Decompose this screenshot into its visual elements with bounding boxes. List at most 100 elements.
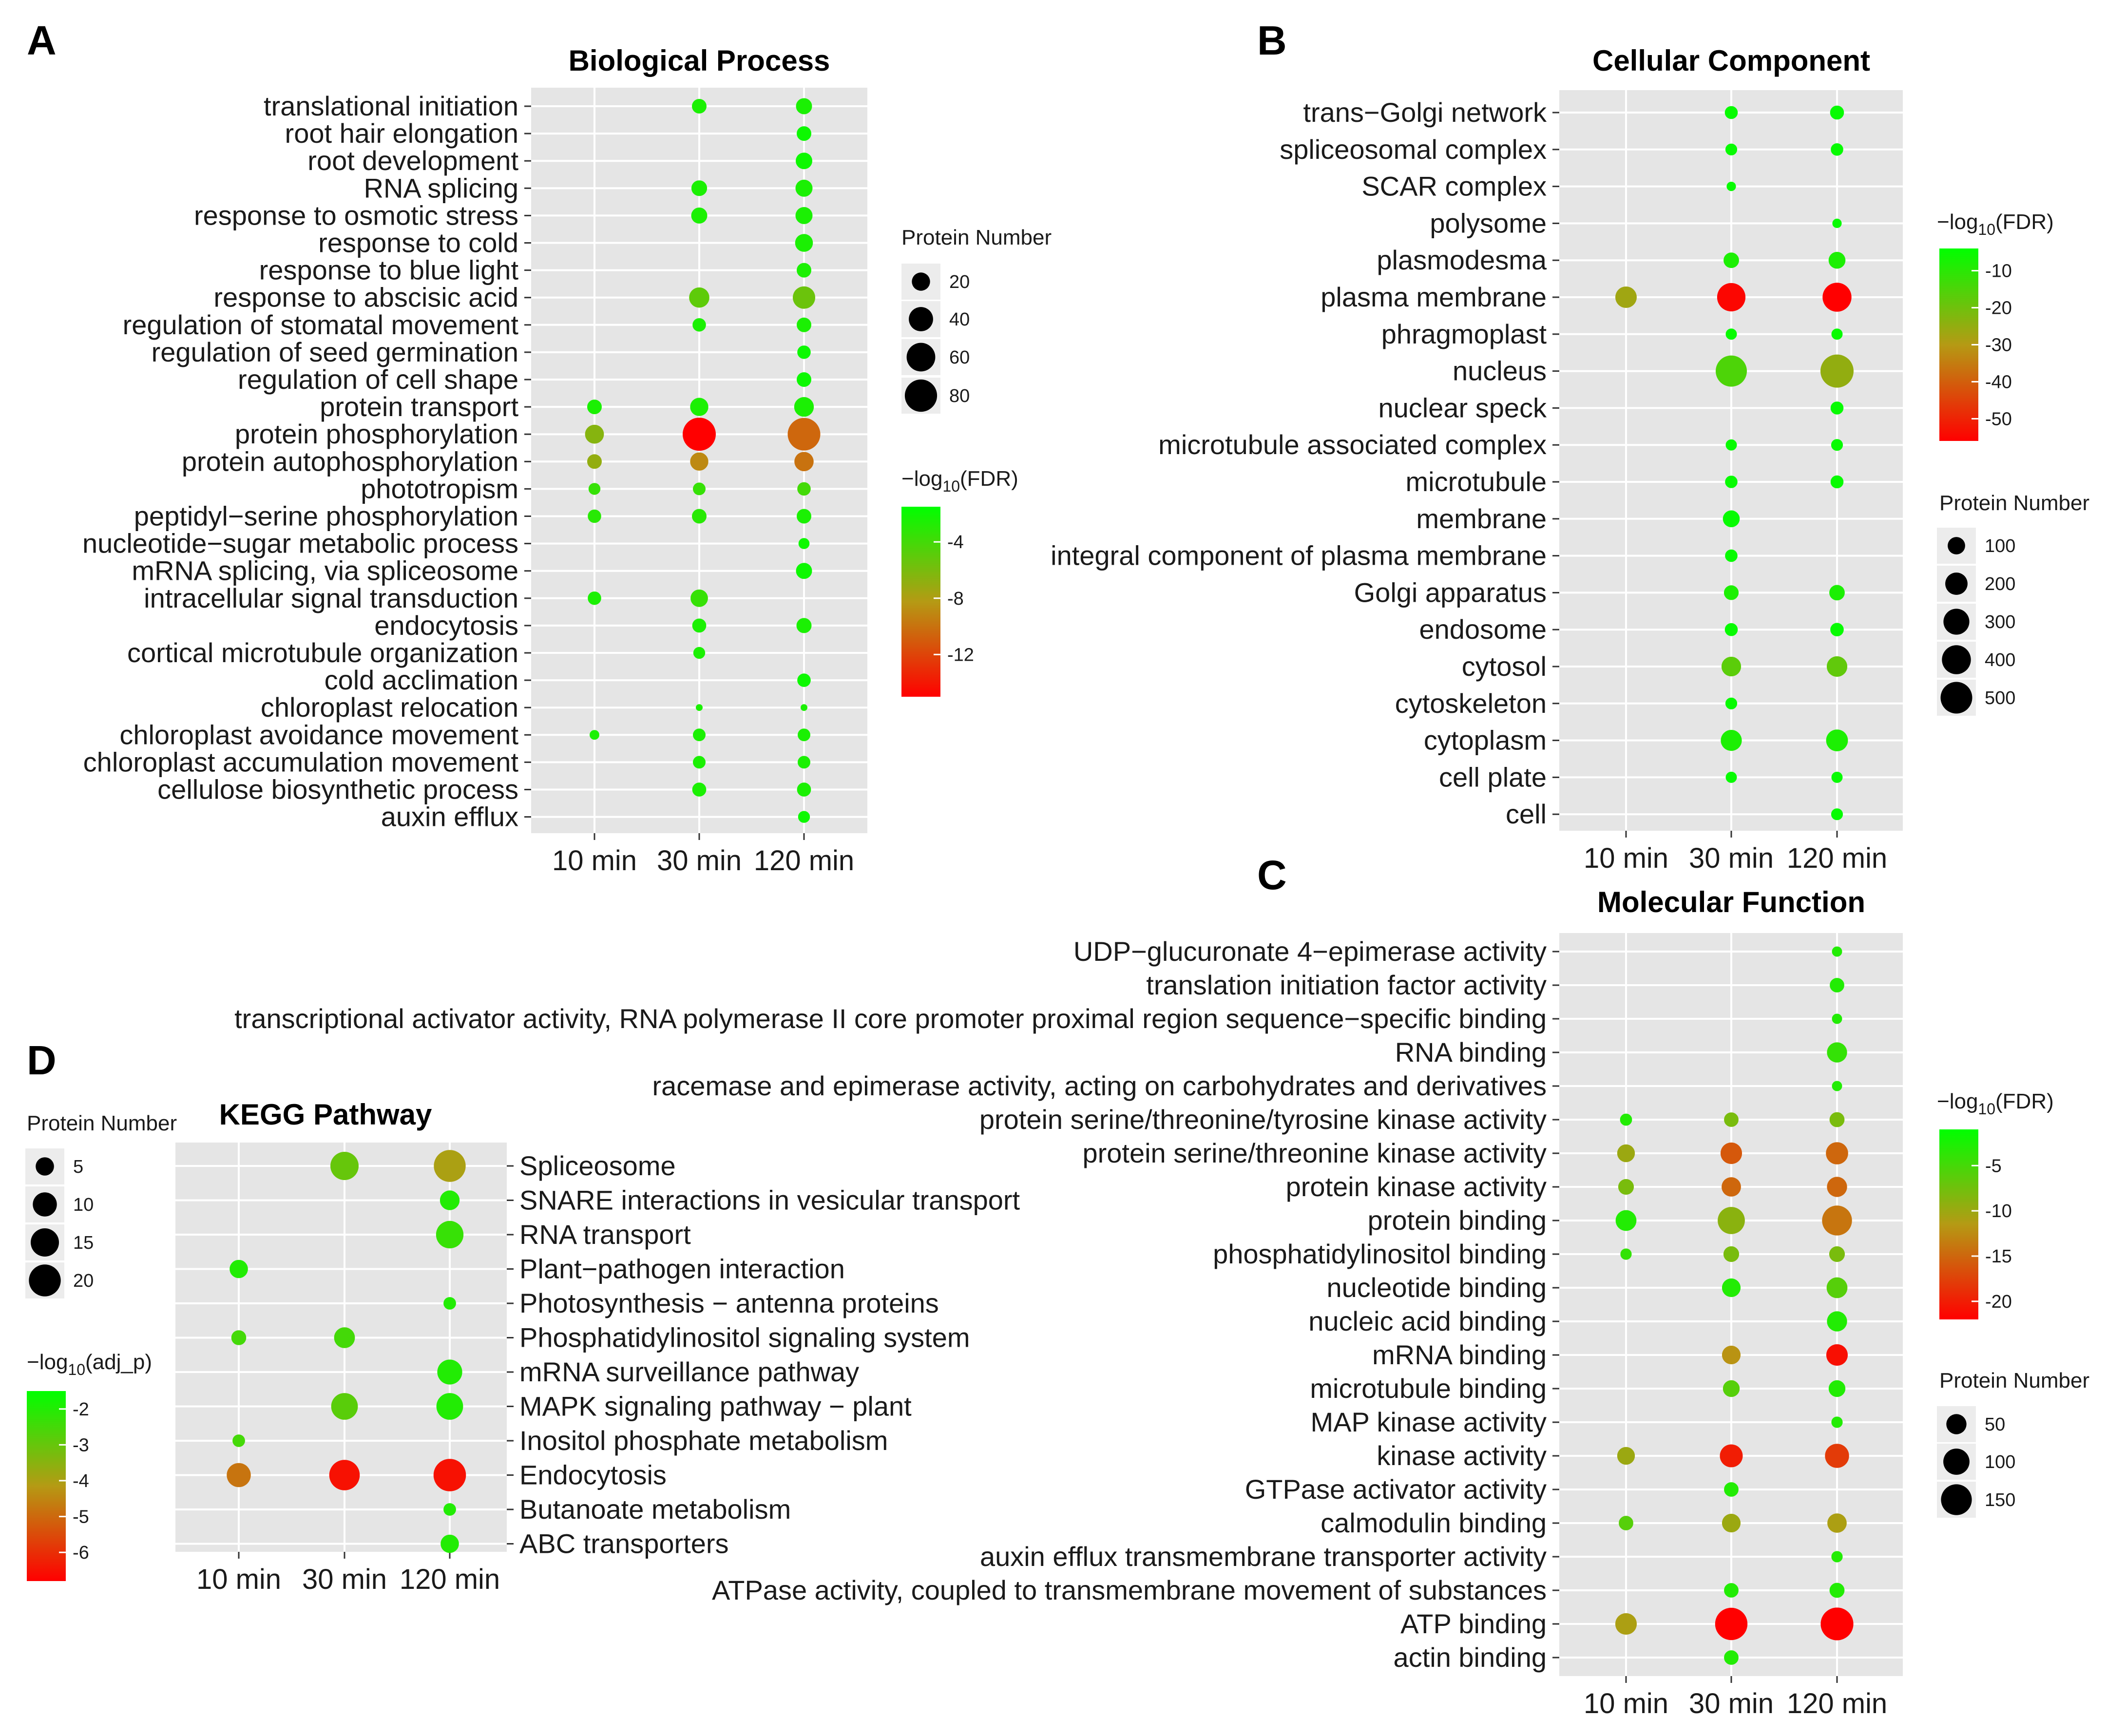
y-label-rna-transport: RNA transport — [519, 1219, 691, 1250]
panel-label-a: A — [27, 18, 57, 63]
y-label-regulation-of-cell-shape: regulation of cell shape — [238, 364, 518, 395]
point-nucleus-30-min — [1716, 355, 1747, 387]
point-regulation-of-cell-shape-120-min — [797, 372, 811, 387]
size-legend-label: 100 — [1985, 1452, 2015, 1472]
size-legend-label: 5 — [73, 1157, 83, 1177]
point-membrane-30-min — [1723, 510, 1740, 528]
colorbar-tick-label: -5 — [1985, 1156, 2002, 1176]
y-label-protein-phosphorylation: protein phosphorylation — [235, 419, 518, 449]
point-protein-binding-120-min — [1822, 1205, 1852, 1236]
point-auxin-efflux-120-min — [798, 811, 810, 823]
point-plant-pathogen-interaction-10-min — [230, 1259, 248, 1278]
point-plasmodesma-30-min — [1723, 252, 1739, 268]
y-label-protein-kinase-activity: protein kinase activity — [1286, 1171, 1547, 1202]
point-cellulose-biosynthetic-process-30-min — [692, 782, 707, 797]
point-endocytosis-30-min — [692, 618, 707, 633]
colorbar-tick-label: -4 — [947, 532, 964, 553]
y-label-phragmoplast: phragmoplast — [1381, 319, 1547, 349]
point-endocytosis-120-min — [796, 618, 812, 633]
point-rna-splicing-30-min — [691, 180, 708, 196]
point-regulation-of-stomatal-movement-30-min — [692, 318, 706, 332]
color-legend-title-prefix: −log — [901, 467, 942, 491]
point-calmodulin-binding-120-min — [1827, 1513, 1847, 1533]
y-label-nucleotide-binding: nucleotide binding — [1327, 1272, 1547, 1303]
point-protein-serine-threonine-kinase-activity-120-min — [1826, 1142, 1848, 1164]
x-label-10-min: 10 min — [552, 845, 637, 877]
y-label-endocytosis: Endocytosis — [519, 1460, 667, 1490]
point-cytosol-120-min — [1826, 656, 1848, 677]
point-mapk-signaling-pathway-plant-30-min — [331, 1393, 358, 1420]
panel-c-title: Molecular Function — [1597, 886, 1865, 918]
point-protein-transport-120-min — [794, 397, 814, 417]
y-label-phototropism: phototropism — [361, 473, 518, 504]
panel-d-size-legend: Protein Number 5 10 15 20 — [25, 1111, 177, 1298]
y-label-chloroplast-accumulation-movement: chloroplast accumulation movement — [83, 746, 519, 777]
point-kinase-activity-30-min — [1720, 1444, 1743, 1468]
point-root-development-120-min — [796, 153, 812, 170]
y-label-peptidyl-serine-phosphorylation: peptidyl−serine phosphorylation — [134, 501, 518, 532]
panel-b-x-axis: 10 min 30 min 120 min — [1584, 831, 1887, 874]
point-rna-binding-120-min — [1827, 1042, 1847, 1063]
panel-b-title: Cellular Component — [1592, 44, 1870, 77]
point-map-kinase-activity-120-min — [1831, 1416, 1843, 1428]
panel-d-colorbar — [27, 1391, 66, 1581]
size-legend-label: 100 — [1985, 536, 2015, 556]
point-kinase-activity-10-min — [1617, 1447, 1635, 1465]
point-spliceosomal-complex-120-min — [1831, 143, 1843, 156]
point-protein-phosphorylation-10-min — [585, 424, 604, 444]
y-label-intracellular-signal-transduction: intracellular signal transduction — [144, 583, 518, 613]
y-label-plasmodesma: plasmodesma — [1377, 245, 1547, 275]
size-legend-dot — [1940, 682, 1972, 714]
point-atpase-activity-coupled-to-transmembrane-movement-of-substances-120-min — [1829, 1583, 1845, 1598]
point-polysome-120-min — [1832, 218, 1842, 228]
y-label-abc-transporters: ABC transporters — [519, 1528, 729, 1559]
point-nucleus-120-min — [1820, 354, 1854, 388]
size-legend-dot — [1945, 572, 1968, 595]
point-microtubule-120-min — [1830, 475, 1844, 489]
y-label-golgi-apparatus: Golgi apparatus — [1354, 577, 1547, 608]
point-phragmoplast-120-min — [1831, 328, 1843, 340]
colorbar-tick-label: -30 — [1985, 335, 2012, 356]
colorbar-tick-label: -12 — [947, 645, 974, 665]
panel-d-kegg-pathway: D KEGG Pathway Spliceosome SNARE interact… — [25, 1037, 1020, 1595]
size-legend-dot — [909, 307, 933, 331]
y-label-cold-acclimation: cold acclimation — [325, 665, 518, 695]
y-label-mapk-signaling-pathway-plant: MAPK signaling pathway − plant — [519, 1391, 912, 1422]
point-gtpase-activator-activity-30-min — [1724, 1482, 1739, 1497]
y-label-cortical-microtubule-organization: cortical microtubule organization — [127, 637, 518, 668]
y-label-atpase-activity-coupled-to-transmembrane-movement-of-substances: ATPase activity, coupled to transmembran… — [712, 1575, 1547, 1605]
point-calmodulin-binding-30-min — [1722, 1513, 1741, 1533]
panel-b-size-legend-title: Protein Number — [1939, 491, 2089, 515]
panel-label-b: B — [1257, 18, 1287, 63]
panel-a-colorbar — [901, 507, 940, 697]
point-mrna-binding-30-min — [1722, 1345, 1741, 1365]
point-protein-serine-threonine-tyrosine-kinase-activity-120-min — [1829, 1112, 1845, 1127]
y-label-racemase-and-epimerase-activity-acting-on-carbohydrates-and-derivatives: racemase and epimerase activity, acting … — [652, 1070, 1547, 1101]
point-regulation-of-stomatal-movement-120-min — [797, 317, 811, 332]
point-mrna-splicing-via-spliceosome-120-min — [796, 563, 812, 579]
panel-b-y-axis: trans−Golgi network spliceosomal complex S… — [1051, 97, 1559, 829]
y-label-phosphatidylinositol-binding: phosphatidylinositol binding — [1213, 1239, 1547, 1269]
y-label-butanoate-metabolism: Butanoate metabolism — [519, 1494, 791, 1525]
point-protein-phosphorylation-120-min — [787, 418, 821, 451]
y-label-nuclear-speck: nuclear speck — [1378, 392, 1547, 423]
size-legend-label: 10 — [73, 1195, 94, 1215]
point-response-to-cold-120-min — [795, 234, 813, 252]
panel-a-color-legend: −log10(FDR) -4 -8 -12 — [901, 467, 1018, 697]
panel-d-color-legend: −log10(adj_p) -2 -3 -4 -5 -6 — [27, 1350, 152, 1581]
point-protein-autophosphorylation-30-min — [690, 452, 708, 471]
panel-b-color-legend-title: −log10(FDR) — [1937, 210, 2054, 238]
y-label-rna-splicing: RNA splicing — [364, 172, 518, 203]
y-label-protein-transport: protein transport — [320, 391, 518, 422]
point-rna-splicing-120-min — [795, 179, 813, 197]
panel-label-d: D — [27, 1037, 57, 1083]
point-golgi-apparatus-30-min — [1723, 585, 1739, 600]
point-endocytosis-10-min — [227, 1463, 251, 1488]
point-abc-transporters-120-min — [440, 1534, 459, 1553]
point-protein-transport-10-min — [587, 400, 602, 415]
y-label-calmodulin-binding: calmodulin binding — [1321, 1507, 1547, 1538]
colorbar-tick-label: -50 — [1985, 409, 2012, 429]
point-phototropism-30-min — [693, 482, 706, 496]
y-label-nucleus: nucleus — [1453, 356, 1547, 386]
point-translational-initiation-30-min — [692, 99, 707, 114]
